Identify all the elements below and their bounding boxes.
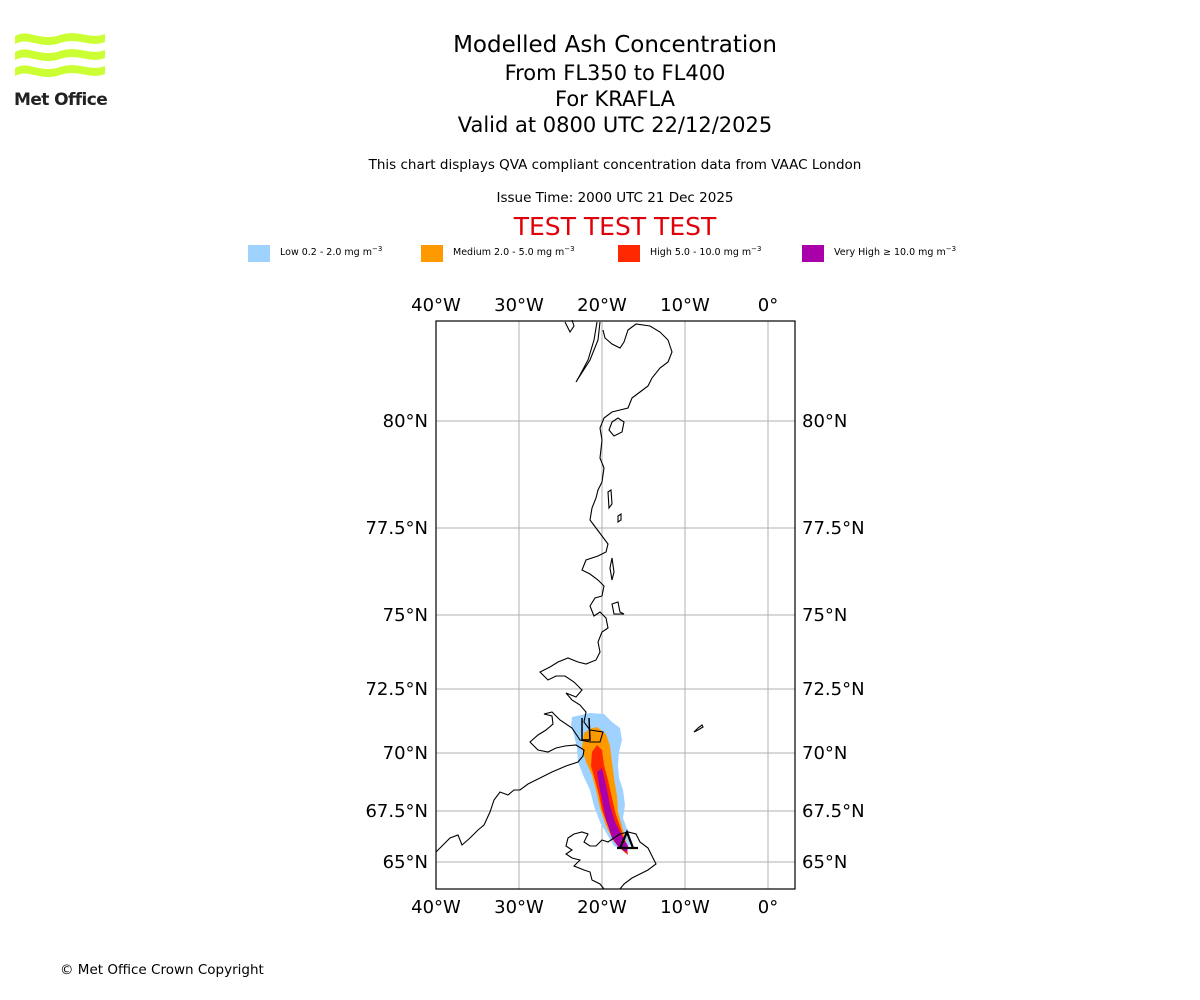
island-3 bbox=[617, 512, 622, 524]
met-office-waves-icon bbox=[15, 33, 105, 78]
ash-plume bbox=[571, 713, 630, 855]
greenland-coastline bbox=[435, 323, 673, 853]
legend-label-low: Low 0.2 - 2.0 mg m bbox=[280, 247, 372, 258]
test-banner: TEST TEST TEST bbox=[513, 212, 717, 241]
legend-exp-low: −3 bbox=[372, 245, 383, 253]
coastlines bbox=[435, 319, 704, 890]
lat-tick-label-right: 65°N bbox=[802, 852, 847, 873]
lat-tick-label-left: 70°N bbox=[383, 743, 428, 764]
title-block: Modelled Ash Concentration From FL350 to… bbox=[415, 30, 815, 138]
legend-swatch-low bbox=[248, 245, 270, 262]
lon-tick-label-top: 40°W bbox=[411, 295, 461, 316]
greenland-inlet bbox=[564, 319, 575, 334]
lon-tick-label-bottom: 0° bbox=[758, 897, 778, 918]
legend-exp-very-high: −3 bbox=[945, 245, 957, 253]
legend-swatch-high bbox=[618, 245, 640, 262]
lat-tick-label-right: 77.5°N bbox=[802, 518, 865, 539]
lat-tick-label-left: 65°N bbox=[383, 852, 428, 873]
krafla-volcano-marker bbox=[617, 829, 638, 850]
island-2 bbox=[607, 489, 613, 510]
legend-label-medium: Medium 2.0 - 5.0 mg m bbox=[453, 247, 565, 258]
greenland-edge-box bbox=[581, 717, 591, 741]
lat-tick-label-right: 75°N bbox=[802, 605, 847, 626]
lon-tick-label-bottom: 30°W bbox=[494, 897, 544, 918]
legend-swatch-medium bbox=[421, 245, 443, 262]
lat-tick-label-left: 77.5°N bbox=[365, 518, 428, 539]
lat-tick-label-right: 80°N bbox=[802, 411, 847, 432]
logo-text: Met Office bbox=[14, 90, 108, 110]
lat-tick-label-right: 72.5°N bbox=[802, 679, 865, 700]
ash-very-high-region bbox=[597, 768, 628, 852]
lat-tick-label-left: 72.5°N bbox=[365, 679, 428, 700]
lon-tick-label-top: 10°W bbox=[660, 295, 710, 316]
legend-label-very-high: Very High ≥ 10.0 mg m bbox=[834, 247, 946, 258]
valid-time: Valid at 0800 UTC 22/12/2025 bbox=[457, 113, 773, 137]
lat-tick-label-right: 70°N bbox=[802, 743, 847, 764]
flight-levels: From FL350 to FL400 bbox=[504, 61, 726, 85]
lon-tick-label-bottom: 20°W bbox=[577, 897, 627, 918]
copyright: © Met Office Crown Copyright bbox=[60, 962, 264, 978]
legend-exp-medium: −3 bbox=[564, 245, 575, 253]
lat-tick-label-left: 75°N bbox=[383, 605, 428, 626]
greenland-fjord bbox=[575, 321, 601, 383]
island-1 bbox=[608, 417, 625, 437]
lon-tick-label-top: 30°W bbox=[494, 295, 544, 316]
map-frame bbox=[435, 320, 796, 890]
volcano-name: For KRAFLA bbox=[555, 87, 675, 111]
chart-title: Modelled Ash Concentration bbox=[453, 32, 777, 58]
island-5 bbox=[609, 557, 615, 581]
jan-mayen-island bbox=[693, 724, 704, 733]
lon-tick-label-bottom: 40°W bbox=[411, 897, 461, 918]
island-4 bbox=[611, 601, 625, 615]
lat-tick-label-right: 67.5°N bbox=[802, 801, 865, 822]
lon-tick-label-top: 20°W bbox=[577, 295, 627, 316]
lat-tick-label-left: 67.5°N bbox=[365, 801, 428, 822]
lon-tick-label-top: 0° bbox=[758, 295, 778, 316]
met-office-logo: Met Office bbox=[14, 30, 108, 112]
map-tick-labels: 40°W 40°W 30°W 30°W 20°W 20°W 10°W 10°W 0° 0° 80°N… bbox=[365, 295, 864, 918]
lon-tick-label-bottom: 10°W bbox=[660, 897, 710, 918]
legend-exp-high: −3 bbox=[751, 245, 762, 253]
issue-time: Issue Time: 2000 UTC 21 Dec 2025 bbox=[496, 190, 734, 206]
subtitle: This chart displays QVA compliant concen… bbox=[368, 157, 862, 173]
iceland-coastline bbox=[565, 831, 657, 890]
legend-label-high: High 5.0 - 10.0 mg m bbox=[650, 247, 752, 258]
legend-swatch-very-high bbox=[802, 245, 824, 262]
lat-tick-label-left: 80°N bbox=[383, 411, 428, 432]
